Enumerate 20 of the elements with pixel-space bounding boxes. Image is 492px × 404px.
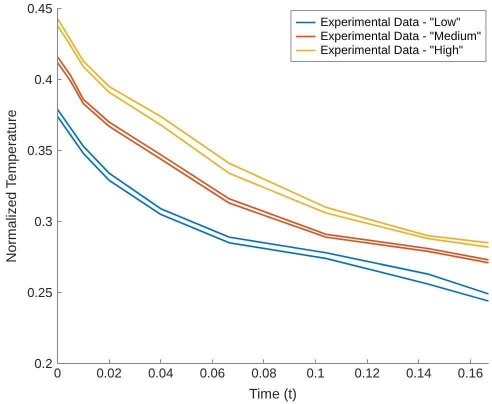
y-tick-label: 0.2 <box>34 356 53 371</box>
x-tick-label: 0.04 <box>148 366 174 380</box>
legend-label: Experimental Data - "High" <box>320 43 463 57</box>
x-tick-label: 0.1 <box>306 366 325 380</box>
x-tick-label: 0.02 <box>96 366 122 380</box>
y-tick-label: 0.35 <box>27 143 53 158</box>
y-tick-label: 0.3 <box>34 214 53 229</box>
y-axis-title: Normalized Temperature <box>3 109 20 263</box>
x-tick-label: 0 <box>54 366 62 380</box>
x-tick-label: 0.06 <box>200 366 226 380</box>
legend-label: Experimental Data - "Medium" <box>320 29 481 43</box>
x-tick-label: 0.14 <box>406 366 432 380</box>
y-tick-label: 0.45 <box>27 1 53 16</box>
y-tick-label: 0.25 <box>27 285 53 300</box>
y-tick-label: 0.4 <box>34 72 53 87</box>
x-tick-label: 0.08 <box>251 366 277 380</box>
x-tick-label: 0.16 <box>458 366 484 380</box>
x-axis-title: Time (t) <box>249 386 297 402</box>
legend-label: Experimental Data - "Low" <box>320 15 460 29</box>
x-tick-label: 0.12 <box>354 366 380 380</box>
